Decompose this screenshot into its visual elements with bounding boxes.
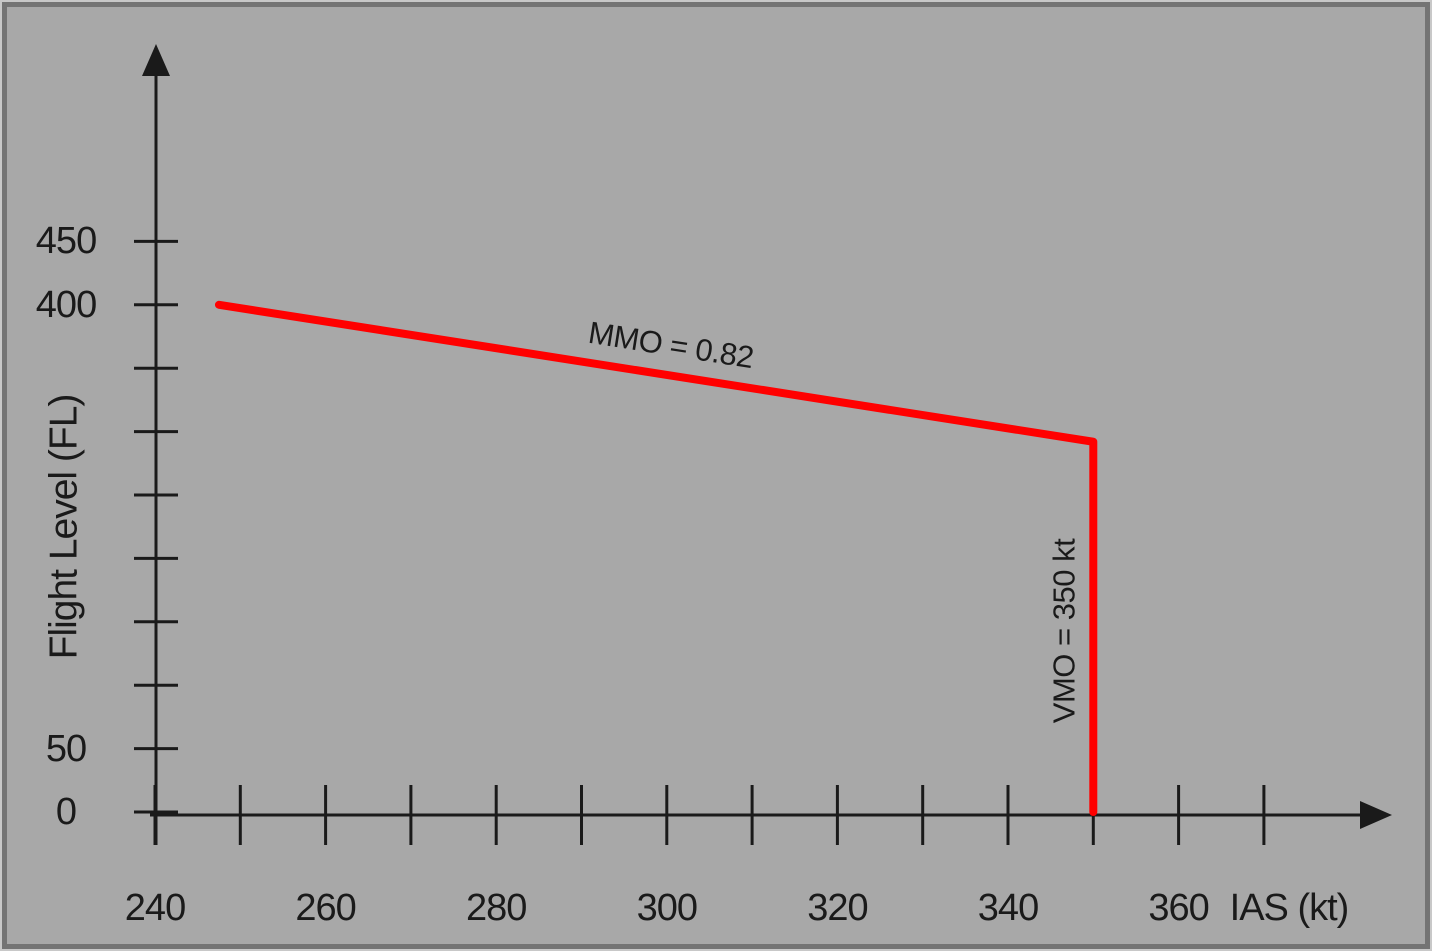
x-tick-label-360: 360 [1148, 887, 1209, 929]
y-axis-title: Flight Level (FL) [42, 394, 86, 660]
y-tick-label-400: 400 [35, 283, 97, 326]
y-tick-label-450: 450 [35, 220, 97, 263]
y-axis-arrowhead-icon [142, 44, 170, 76]
mmo-label: MMO = 0.82 [586, 315, 756, 376]
x-tick-label-240: 240 [124, 887, 186, 929]
x-axis-arrowhead-icon [1360, 801, 1392, 829]
x-tick-label-320: 320 [807, 887, 868, 929]
y-tick-label-0: 0 [55, 791, 77, 833]
x-axis-title: IAS (kt) [1229, 887, 1350, 929]
x-tick-label-300: 300 [636, 887, 698, 929]
envelope-line [214, 300, 1098, 816]
x-tick-label-280: 280 [465, 887, 527, 929]
vmo-label: VMO = 350 kt [1046, 538, 1082, 723]
y-tick-label-50: 50 [45, 727, 87, 770]
x-tick-label-260: 260 [295, 887, 356, 929]
x-tick-label-340: 340 [977, 887, 1039, 929]
